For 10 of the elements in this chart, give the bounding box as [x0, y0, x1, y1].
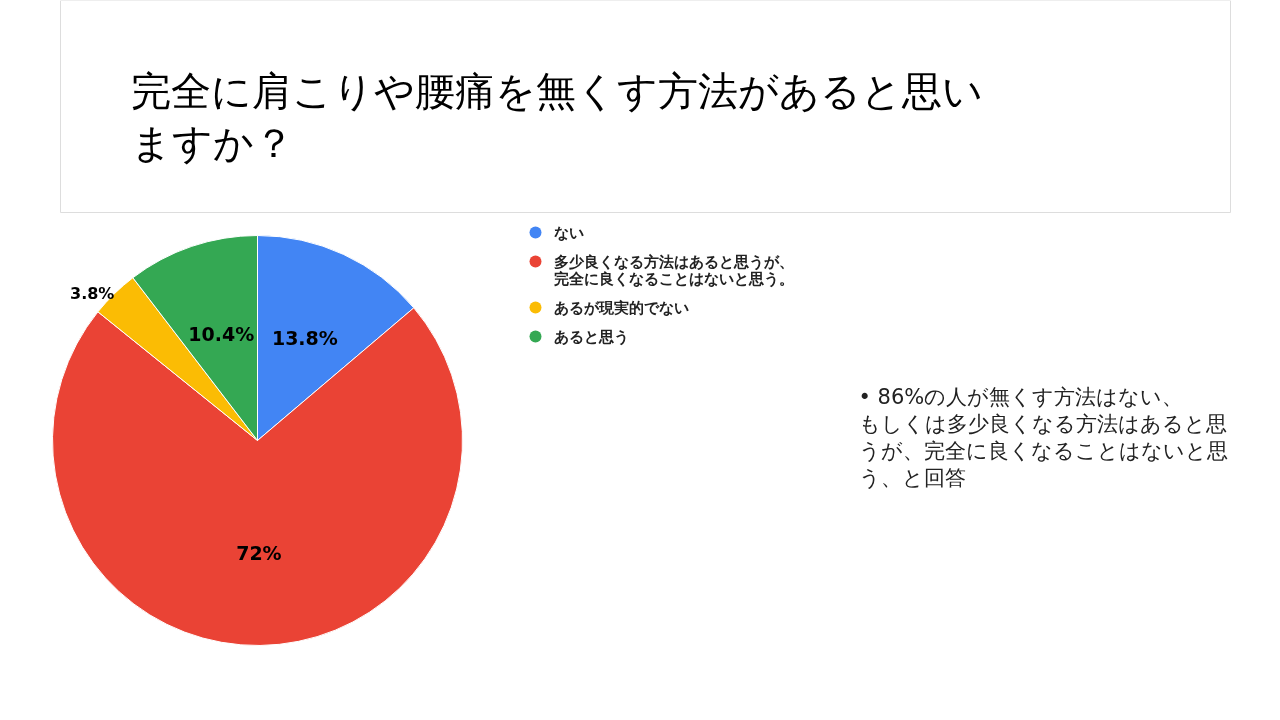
legend-label: あると思う [553, 327, 629, 346]
data-label: 13.8% [271, 327, 338, 350]
data-label: 72% [236, 542, 282, 565]
data-label: 3.8% [70, 284, 115, 304]
chart-title: 完全に肩こりや腰痛を無くす方法があると思いますか？ [130, 67, 983, 166]
legend-label: あるが現実的でない [553, 298, 689, 317]
text: • 86%の人が無くす方法はない、もしくは多少良くなる方法はあると思うが、完全に良くなることはないと思う、と回答 [858, 384, 1228, 490]
data-label: 10.4% [188, 322, 255, 345]
legend-label: 多少良くなる方法はあると思うが、完全に良くなることはないと思う。 [553, 252, 794, 288]
legend-label: ない [553, 223, 584, 242]
